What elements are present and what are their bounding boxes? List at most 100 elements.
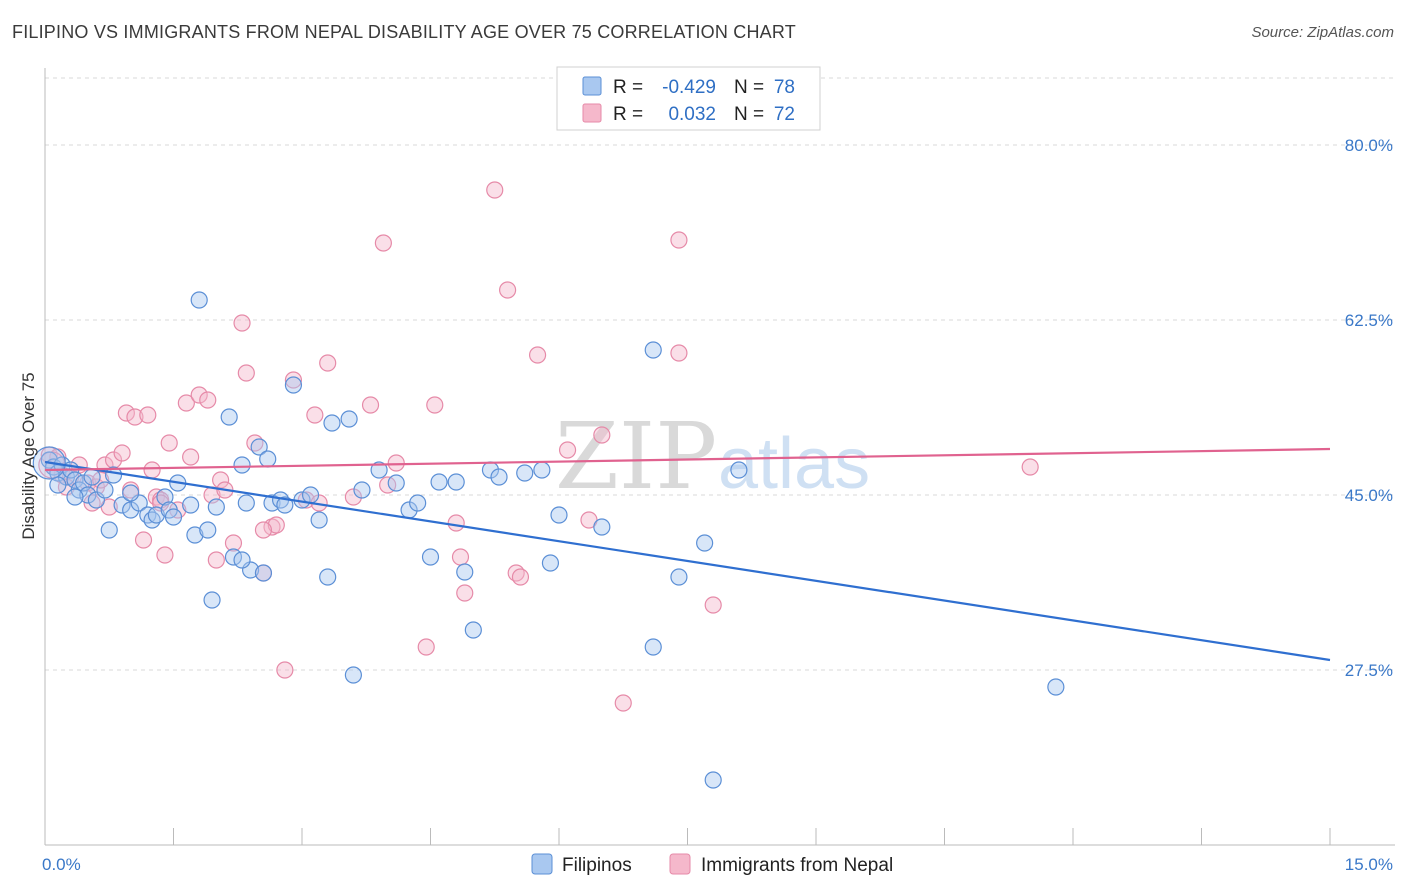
nepal-point (237, 364, 255, 382)
series-filipinos-points (32, 291, 1065, 789)
watermark-zip: ZIP (555, 403, 717, 510)
filipino-point (730, 461, 748, 479)
nepal-point (704, 596, 722, 614)
filipino-point (203, 591, 221, 609)
filipino-point (644, 341, 662, 359)
filipino-point (156, 488, 174, 506)
x-tick-label: 0.0% (42, 855, 81, 874)
nepal-point (113, 444, 131, 462)
filipino-point (276, 496, 294, 514)
trend-lines (44, 447, 1331, 662)
series-nepal-points (38, 181, 1039, 712)
filipino-point (164, 508, 183, 526)
nepal-point (361, 396, 380, 414)
filipino-point (113, 496, 131, 514)
filipino-point (533, 461, 551, 479)
y-tick-label: 62.5% (1345, 311, 1393, 330)
nepal-point (254, 521, 273, 539)
filipino-point (344, 666, 362, 684)
nepal-point (267, 516, 285, 534)
filipino-point (541, 554, 560, 572)
nepal-point (284, 371, 303, 389)
filipino-point (190, 291, 208, 309)
series-legend: Filipinos Immigrants from Nepal (531, 853, 893, 876)
nepal-point (486, 181, 504, 199)
legend-swatch-filipinos (582, 76, 602, 96)
legend-n-value: 72 (774, 104, 795, 125)
filipino-point (370, 461, 388, 479)
legend-swatch-nepal (582, 103, 602, 123)
filipino-point (593, 518, 611, 536)
filipino-point (301, 486, 320, 504)
legend-r-label: R = (613, 77, 643, 98)
filipino-point (670, 568, 688, 586)
nepal-point (199, 391, 217, 409)
filipino-point (1047, 678, 1065, 696)
filipino-point (122, 484, 140, 502)
nepal-point (143, 461, 161, 479)
legend-r-label: R = (613, 104, 643, 125)
filipino-point (233, 551, 251, 569)
x-tick-labels: 0.0% 15.0% (42, 855, 1393, 874)
legend-swatch-filipinos-bottom (531, 853, 553, 875)
filipino-point (704, 771, 722, 789)
filipino-point (233, 456, 251, 474)
legend-label-filipinos: Filipinos (562, 855, 632, 876)
y-tick-label: 27.5% (1345, 661, 1393, 680)
nepal-point (139, 406, 157, 424)
filipino-point (237, 494, 255, 512)
filipino-point (310, 511, 328, 529)
filipino-point (259, 450, 277, 468)
legend-swatch-nepal-bottom (669, 853, 691, 875)
filipino-point (199, 521, 217, 539)
filipino-point (182, 496, 200, 514)
filipino-point (147, 506, 165, 524)
filipino-point (220, 408, 238, 426)
nepal-point (233, 314, 251, 332)
nepal-point (117, 404, 135, 422)
filipino-point (323, 414, 341, 432)
nepal-point (190, 386, 208, 404)
filipinos-trend-line (44, 460, 1331, 662)
filipino-point (319, 568, 337, 586)
filipino-point (250, 438, 268, 456)
nepal-trend-line (44, 447, 1331, 472)
nepal-point (670, 231, 688, 249)
nepal-point (224, 534, 243, 552)
nepal-point (207, 551, 225, 569)
legend-n-label: N = (734, 104, 764, 125)
legend-r-value: -0.429 (662, 77, 716, 98)
nepal-point (276, 661, 294, 679)
nepal-point (614, 694, 632, 712)
legend-label-nepal: Immigrants from Nepal (701, 855, 893, 876)
nepal-point (126, 408, 144, 426)
filipino-point (430, 473, 448, 491)
filipino-point (79, 486, 97, 504)
filipino-point (207, 498, 225, 516)
filipino-point (421, 548, 440, 566)
chart-source: Source: ZipAtlas.com (1251, 24, 1394, 41)
nepal-point (456, 584, 474, 602)
nepal-point (528, 346, 547, 364)
filipino-point (409, 494, 427, 512)
nepal-point (387, 454, 405, 472)
axes (44, 68, 1395, 846)
nepal-point (447, 514, 465, 532)
filipino-point (490, 468, 508, 486)
nepal-point (160, 434, 178, 452)
y-axis-label: Disability Age Over 75 (19, 372, 38, 539)
filipino-point (83, 468, 101, 486)
nepal-point (451, 548, 470, 566)
nepal-point (670, 344, 688, 362)
filipino-point (550, 506, 568, 524)
filipino-point (66, 488, 84, 506)
filipino-point (696, 534, 714, 552)
nepal-point (319, 354, 337, 372)
stats-legend: R = -0.429 N = 78 R = 0.032 N = 72 (556, 66, 821, 131)
nepal-point (499, 281, 517, 299)
nepal-point (182, 448, 200, 466)
nepal-point (558, 441, 577, 459)
filipino-point (49, 476, 67, 494)
filipino-point (644, 638, 662, 656)
